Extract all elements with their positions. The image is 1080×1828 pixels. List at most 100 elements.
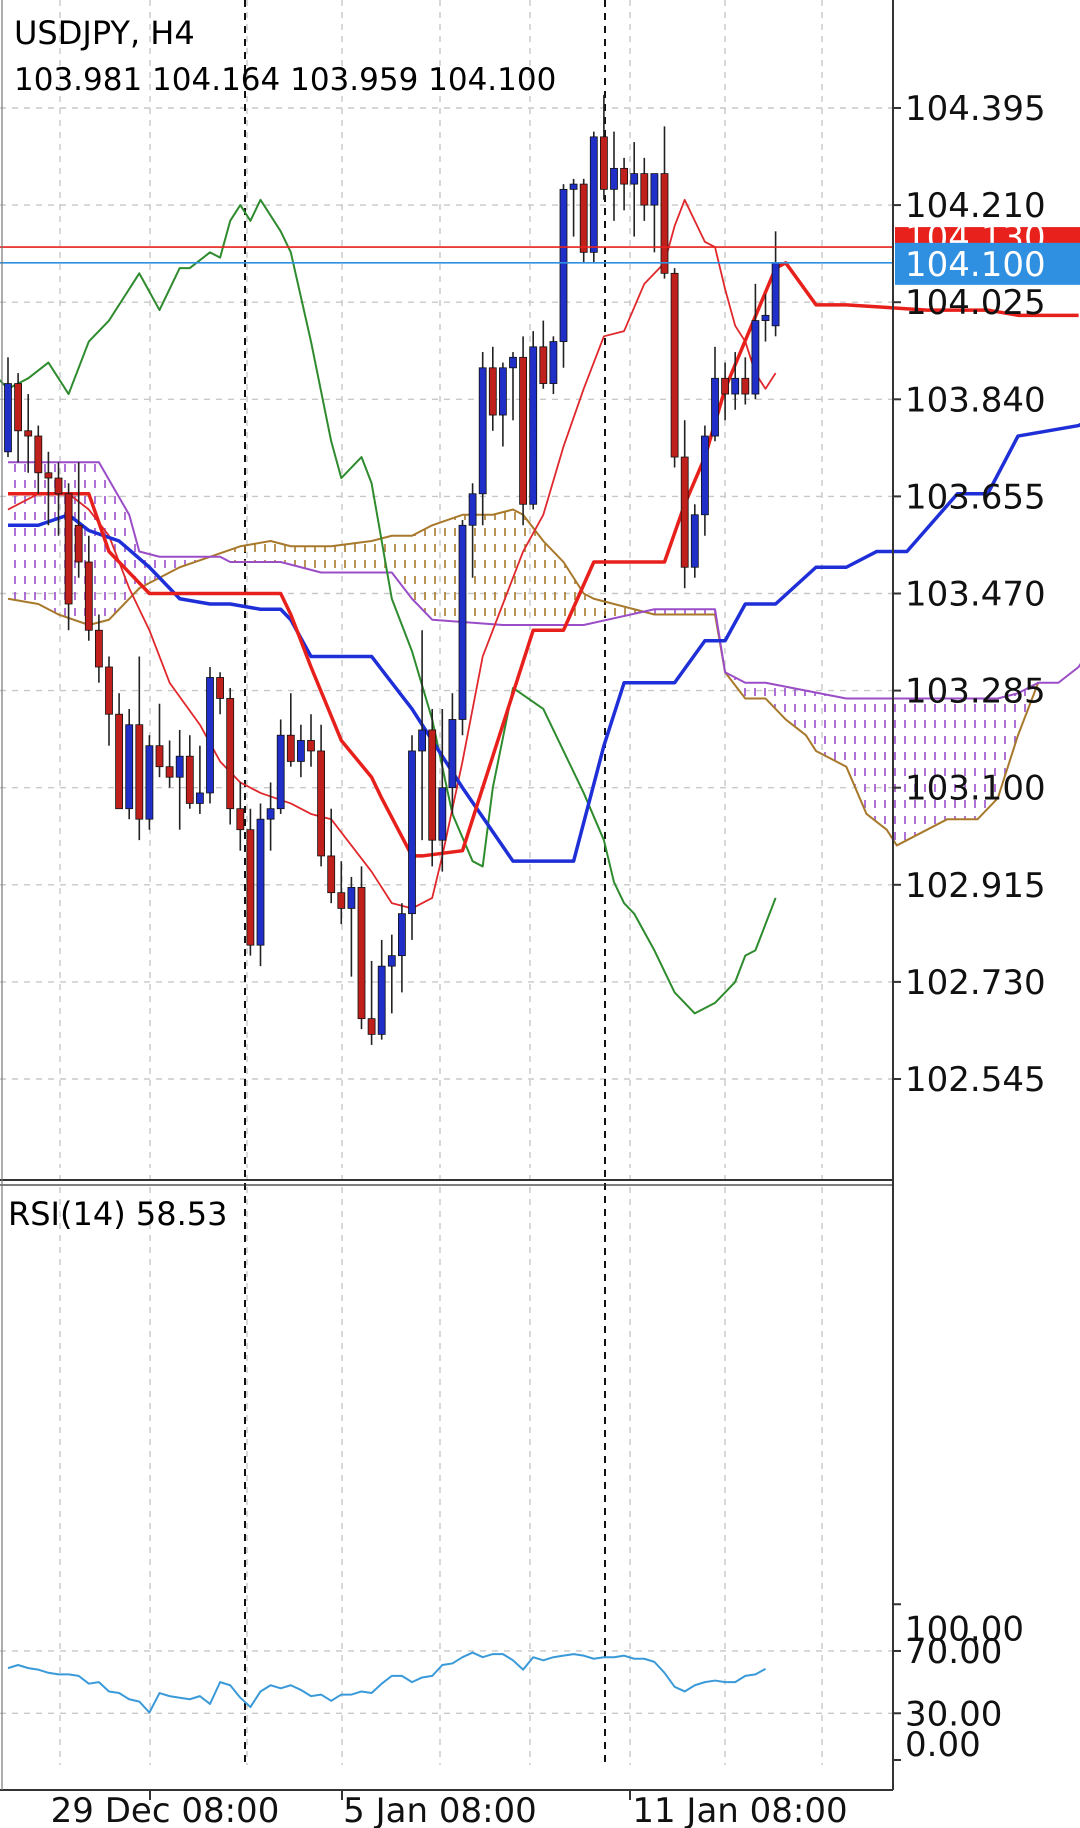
cloud-fill bbox=[334, 545, 336, 573]
cloud-fill bbox=[330, 546, 332, 573]
cloud-fill bbox=[594, 598, 596, 623]
cloud-fill bbox=[410, 535, 412, 599]
cloud-fill bbox=[846, 698, 848, 771]
cloud-fill bbox=[492, 514, 494, 625]
cloud-fill bbox=[26, 462, 28, 603]
bear-candle bbox=[84, 561, 93, 631]
cloud-fill bbox=[932, 698, 934, 828]
cloud-fill bbox=[118, 495, 120, 611]
cloud-fill bbox=[180, 556, 182, 568]
cloud-fill bbox=[976, 698, 978, 820]
cloud-fill bbox=[242, 545, 244, 563]
cloud-fill bbox=[862, 698, 864, 809]
cloud-fill bbox=[38, 462, 40, 605]
cloud-fill bbox=[540, 536, 542, 625]
cloud-fill bbox=[808, 691, 810, 742]
cloud-fill bbox=[246, 544, 248, 563]
cloud-fill bbox=[562, 560, 564, 625]
cloud-fill bbox=[706, 609, 708, 615]
bull-candle bbox=[206, 677, 214, 794]
cloud-fill bbox=[508, 510, 510, 625]
current-price-label: 104.100 bbox=[905, 245, 1046, 285]
cloud-fill bbox=[982, 698, 984, 815]
cloud-fill bbox=[916, 698, 918, 836]
cloud-fill bbox=[244, 545, 246, 563]
cloud-fill bbox=[124, 505, 126, 605]
cloud-fill bbox=[452, 517, 454, 622]
symbol-timeframe-label: USDJPY, H4 bbox=[14, 14, 195, 52]
cloud-fill bbox=[96, 462, 98, 624]
bull-candle bbox=[589, 136, 598, 253]
cloud-fill bbox=[1010, 694, 1012, 761]
cloud-fill bbox=[420, 530, 422, 610]
bull-candle bbox=[276, 734, 285, 810]
bear-candle bbox=[600, 136, 608, 190]
cloud-fill bbox=[52, 462, 54, 613]
cloud-fill bbox=[626, 607, 628, 616]
cloud-fill bbox=[942, 698, 944, 822]
bear-candle bbox=[539, 346, 548, 384]
cloud-fill bbox=[502, 511, 504, 625]
cloud-fill bbox=[794, 688, 796, 728]
cloud-fill bbox=[340, 544, 342, 573]
cloud-fill bbox=[342, 544, 344, 573]
cloud-fill bbox=[94, 462, 96, 624]
cloud-fill bbox=[430, 525, 432, 620]
cloud-fill bbox=[940, 698, 942, 823]
cloud-fill bbox=[100, 464, 102, 623]
bull-candle bbox=[690, 514, 699, 568]
cloud-fill bbox=[444, 520, 446, 621]
bear-candle bbox=[428, 729, 437, 841]
cloud-fill bbox=[710, 609, 712, 615]
cloud-fill bbox=[152, 554, 154, 582]
cloud-fill bbox=[990, 698, 992, 807]
cloud-fill bbox=[332, 545, 334, 573]
cloud-fill bbox=[274, 541, 276, 563]
cloud-fill bbox=[798, 689, 800, 731]
cloud-fill bbox=[520, 513, 522, 625]
cloud-fill bbox=[484, 514, 486, 624]
cloud-fill bbox=[432, 524, 434, 620]
cloud-fill bbox=[906, 698, 908, 841]
candles-layer bbox=[4, 94, 780, 1045]
cloud-fill bbox=[782, 685, 784, 718]
bear-candle bbox=[660, 173, 669, 274]
cloud-fill bbox=[802, 689, 804, 734]
price-tick-label: 102.545 bbox=[905, 1060, 1046, 1100]
cloud-fill bbox=[1002, 696, 1004, 786]
cloud-fill bbox=[506, 510, 508, 625]
cloud-fill bbox=[784, 686, 786, 720]
moving-average-line bbox=[7, 198, 777, 910]
cloud-fill bbox=[694, 609, 696, 615]
cloud-fill bbox=[588, 595, 590, 625]
cloud-fill bbox=[654, 609, 656, 615]
cloud-fill bbox=[586, 594, 588, 625]
cloud-fill bbox=[28, 462, 30, 603]
cloud-fill bbox=[236, 547, 238, 563]
cloud-fill bbox=[44, 462, 46, 608]
cloud-fill bbox=[856, 698, 858, 795]
cloud-fill bbox=[866, 698, 868, 816]
cloud-fill bbox=[812, 691, 814, 748]
cloud-fill bbox=[32, 462, 34, 604]
cloud-fill bbox=[760, 682, 762, 699]
price-tick-label: 104.025 bbox=[905, 283, 1046, 323]
bull-candle bbox=[610, 167, 618, 190]
kijun-sen-line bbox=[8, 422, 1080, 863]
cloud-fill bbox=[596, 599, 598, 623]
cloud-fill bbox=[936, 698, 938, 826]
cloud-fill bbox=[328, 546, 330, 573]
cloud-fill bbox=[82, 462, 84, 624]
cloud-fill bbox=[796, 688, 798, 730]
cloud-fill bbox=[276, 542, 278, 563]
cloud-fill bbox=[142, 552, 144, 587]
bull-candle bbox=[347, 887, 356, 909]
cloud-fill bbox=[984, 698, 986, 813]
cloud-fill bbox=[604, 601, 606, 621]
cloud-fill bbox=[34, 462, 36, 604]
cloud-fill bbox=[14, 462, 16, 601]
cloud-fill bbox=[544, 541, 546, 625]
bear-candle bbox=[54, 477, 63, 495]
